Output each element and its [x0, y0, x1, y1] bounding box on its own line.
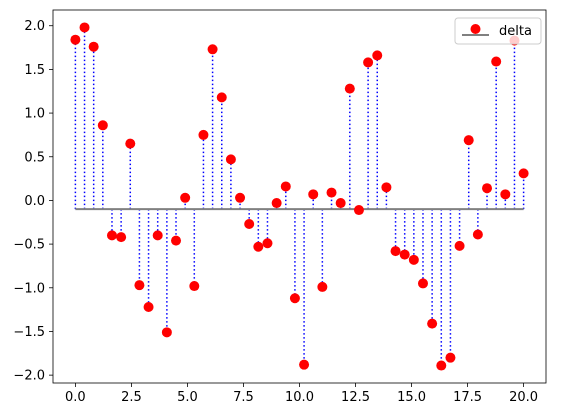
data-point — [189, 281, 200, 292]
data-point — [143, 302, 154, 313]
x-tick-label: 12.5 — [341, 390, 370, 405]
data-point — [225, 154, 236, 165]
x-tick-label: 2.5 — [121, 390, 142, 405]
y-tick-label: −2.0 — [13, 369, 45, 384]
data-point — [335, 198, 346, 209]
data-point — [116, 232, 127, 243]
y-tick-label: −1.0 — [13, 281, 45, 296]
data-point — [344, 83, 355, 94]
data-point — [88, 41, 99, 52]
data-point — [500, 189, 511, 200]
y-tick-label: 2.0 — [24, 19, 45, 34]
data-point — [280, 181, 291, 192]
data-point — [390, 246, 401, 257]
x-tick-label: 10.0 — [285, 390, 314, 405]
data-point — [289, 293, 300, 304]
data-point — [134, 280, 145, 291]
data-point — [408, 254, 419, 265]
data-point — [235, 192, 246, 203]
data-point — [198, 129, 209, 140]
data-point — [207, 44, 218, 55]
data-point — [79, 22, 90, 33]
x-tick-label: 20.0 — [509, 390, 538, 405]
legend-marker-swatch — [470, 24, 481, 34]
data-point — [353, 205, 364, 216]
data-point — [491, 56, 502, 67]
data-point — [180, 192, 191, 203]
data-point — [97, 120, 108, 131]
y-tick-label: 0.0 — [24, 194, 45, 209]
data-point — [363, 57, 374, 68]
legend-label: delta — [499, 24, 532, 39]
data-point — [518, 168, 529, 179]
x-tick-label: 0.0 — [65, 390, 86, 405]
y-tick-label: −0.5 — [13, 238, 45, 253]
data-point — [472, 229, 483, 240]
data-point — [152, 230, 163, 241]
data-point — [317, 281, 328, 292]
data-point — [308, 189, 319, 200]
legend: delta — [454, 17, 542, 45]
data-point — [216, 92, 227, 103]
data-point — [372, 50, 383, 61]
data-point — [463, 135, 474, 146]
x-tick-label: 5.0 — [177, 390, 198, 405]
data-point — [262, 238, 273, 249]
data-point — [271, 198, 282, 209]
data-point — [125, 138, 136, 149]
y-tick-label: 1.0 — [24, 107, 45, 122]
data-point — [299, 359, 310, 370]
data-point — [253, 241, 264, 252]
data-point — [436, 360, 447, 371]
y-tick-label: −1.5 — [13, 325, 45, 340]
y-tick-label: 0.5 — [24, 150, 45, 165]
data-point — [161, 327, 172, 338]
x-tick-label: 17.5 — [453, 390, 482, 405]
data-point — [381, 182, 392, 193]
markers — [70, 22, 529, 371]
data-point — [482, 183, 493, 194]
axes-frame — [52, 9, 547, 384]
data-point — [445, 352, 456, 363]
data-point — [454, 240, 465, 251]
y-tick-label: 1.5 — [24, 63, 45, 78]
data-point — [171, 235, 182, 246]
data-point — [417, 278, 428, 289]
data-point — [106, 230, 117, 241]
data-point — [399, 249, 410, 260]
data-point — [326, 187, 337, 198]
x-tick-label: 7.5 — [233, 390, 254, 405]
y-axis-ticks: 2.0 1.5 1.0 0.5 0.0 −0.5 −1.0 −1.5 −2.0 — [13, 19, 53, 384]
data-point — [244, 219, 255, 230]
x-axis-ticks: 0.0 2.5 5.0 7.5 10.0 12.5 15.0 17.5 20.0 — [65, 383, 538, 405]
data-point — [427, 318, 438, 329]
data-point — [70, 34, 81, 45]
x-tick-label: 15.0 — [397, 390, 426, 405]
